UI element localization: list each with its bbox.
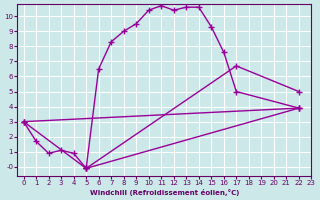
X-axis label: Windchill (Refroidissement éolien,°C): Windchill (Refroidissement éolien,°C) <box>90 189 239 196</box>
